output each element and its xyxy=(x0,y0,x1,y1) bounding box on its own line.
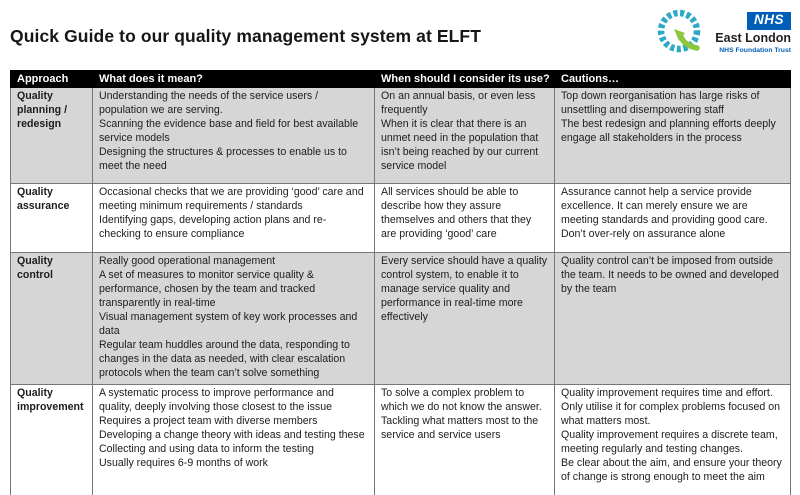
cautions-cell: Quality control can’t be imposed from ou… xyxy=(554,252,791,385)
col-header-cautions: Cautions… xyxy=(554,70,791,88)
col-header-when: When should I consider its use? xyxy=(374,70,555,88)
when-cell: All services should be able to describe … xyxy=(374,183,555,253)
approach-cell: Quality assurance xyxy=(10,183,93,253)
when-cell: Every service should have a quality cont… xyxy=(374,252,555,385)
table-row-quality-planning: Quality planning / redesign Understandin… xyxy=(10,87,791,184)
meaning-cell: Really good operational management A set… xyxy=(92,252,375,385)
page-title: Quick Guide to our quality management sy… xyxy=(10,26,481,46)
table-row-quality-control: Quality control Really good operational … xyxy=(10,252,791,385)
trust-name: East London xyxy=(715,31,791,46)
header-row: Approach What does it mean? When should … xyxy=(10,70,791,88)
table-row-quality-improvement: Quality improvement A systematic process… xyxy=(10,383,791,495)
approach-cell: Quality improvement xyxy=(10,383,93,495)
cautions-cell: Top down reorganisation has large risks … xyxy=(554,87,791,184)
when-cell: On an annual basis, or even less frequen… xyxy=(374,87,555,184)
cautions-cell: Assurance cannot help a service provide … xyxy=(554,183,791,253)
logo-block: NHS East London NHS Foundation Trust xyxy=(654,6,791,60)
col-header-meaning: What does it mean? xyxy=(92,70,375,88)
when-cell: To solve a complex problem to which we d… xyxy=(374,383,555,495)
trust-type: NHS Foundation Trust xyxy=(719,47,791,55)
approach-cell: Quality planning / redesign xyxy=(10,87,93,184)
nhs-logo: NHS East London NHS Foundation Trust xyxy=(715,11,791,54)
meaning-cell: Occasional checks that we are providing … xyxy=(92,183,375,253)
meaning-cell: Understanding the needs of the service u… xyxy=(92,87,375,184)
nhs-box-icon: NHS xyxy=(746,12,791,31)
cautions-cell: Quality improvement requires time and ef… xyxy=(554,383,791,495)
col-header-approach: Approach xyxy=(10,70,93,88)
meaning-cell: A systematic process to improve performa… xyxy=(92,383,375,495)
qi-q-ring-icon xyxy=(658,9,701,53)
quality-guide-table: Approach What does it mean? When should … xyxy=(10,70,791,495)
approach-cell: Quality control xyxy=(10,252,93,385)
table-row-quality-assurance: Quality assurance Occasional checks that… xyxy=(10,183,791,253)
